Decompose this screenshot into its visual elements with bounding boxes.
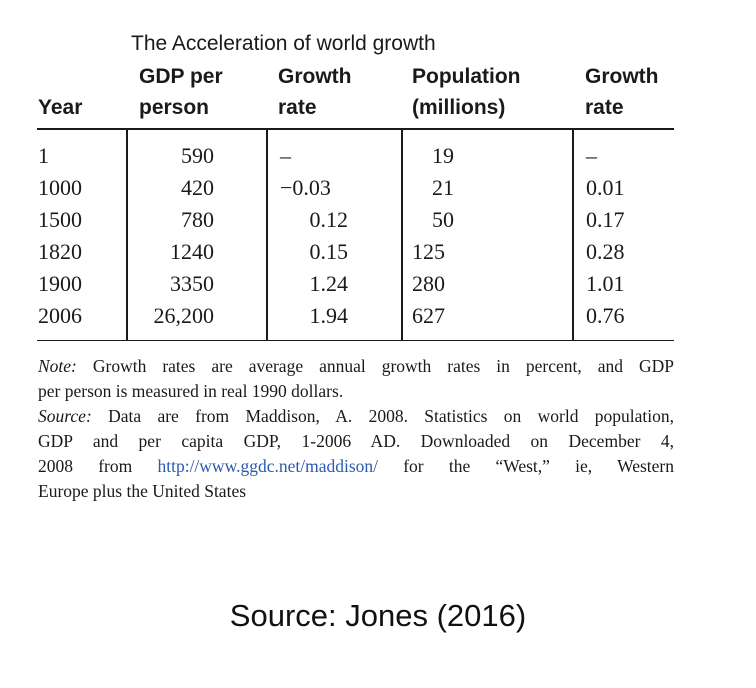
cell-gdp-growth: –: [280, 143, 291, 168]
header-population: Population (millions): [412, 61, 521, 123]
cell-gdp: 3350: [170, 271, 214, 296]
cell-population: 50: [432, 207, 454, 232]
cell-gdp-growth: 0.15: [309, 239, 349, 264]
slide-caption: Source: Jones (2016): [229, 598, 527, 633]
source-text-1: Data are from Maddison, A. 2008. Statist…: [91, 406, 674, 426]
cell-population: 125: [412, 239, 445, 264]
source-line-4: Europe plus the United States: [38, 481, 247, 501]
note-text-1: Growth rates are average annual growth r…: [76, 356, 674, 376]
cell-gdp-growth: 1.24: [309, 271, 349, 296]
header-year: Year: [38, 61, 82, 123]
header-year-line2: Year: [38, 96, 83, 119]
column-divider-1: [126, 130, 128, 340]
source-line-3: 2008 from http://www.ggdc.net/maddison/ …: [38, 454, 674, 479]
cell-year: 2006: [38, 303, 82, 328]
cell-pop-growth: –: [586, 143, 597, 168]
header-rule: [37, 128, 674, 130]
header-year-line1: [38, 61, 82, 92]
cell-population: 627: [412, 303, 445, 328]
cell-gdp: 26,200: [153, 303, 215, 328]
table-footnote: Note: Growth rates are average annual gr…: [38, 354, 674, 504]
header-gdp: GDP per person: [139, 61, 223, 123]
header-pop-growth: Growth rate: [585, 61, 659, 123]
cell-pop-growth: 0.28: [586, 239, 625, 264]
header-population-line2: (millions): [412, 96, 506, 119]
cell-population: 280: [412, 271, 445, 296]
note-line-1: Note: Growth rates are average annual gr…: [38, 354, 674, 379]
header-gdp-growth-line2: rate: [278, 96, 317, 119]
note-line-2: per person is measured in real 1990 doll…: [38, 381, 344, 401]
cell-gdp: 1240: [170, 239, 214, 264]
cell-gdp: 780: [181, 207, 214, 232]
header-gdp-growth: Growth rate: [278, 61, 352, 123]
cell-population: 19: [432, 143, 454, 168]
table-title: The Acceleration of world growth: [131, 32, 436, 55]
source-link[interactable]: http://www.ggdc.net/maddison/: [157, 456, 378, 476]
cell-gdp-growth: 0.12: [309, 207, 349, 232]
bottom-rule: [37, 340, 674, 341]
cell-gdp: 420: [181, 175, 214, 200]
header-pop-growth-line1: Growth: [585, 65, 659, 88]
cell-pop-growth: 1.01: [586, 271, 625, 296]
column-divider-3: [401, 130, 403, 340]
cell-year: 1900: [38, 271, 82, 296]
cell-gdp: 590: [181, 143, 214, 168]
source-line-2: GDP and per capita GDP, 1-2006 AD. Downl…: [38, 431, 674, 451]
note-label: Note:: [38, 356, 77, 376]
header-gdp-line2: person: [139, 96, 210, 119]
cell-population: 21: [432, 175, 454, 200]
cell-year: 1000: [38, 175, 82, 200]
cell-pop-growth: 0.01: [586, 175, 625, 200]
cell-gdp-growth: −0.03: [280, 175, 331, 200]
cell-year: 1: [38, 143, 49, 168]
header-population-line1: Population: [412, 65, 521, 88]
column-divider-2: [266, 130, 268, 340]
header-gdp-line1: GDP per: [139, 65, 223, 88]
source-line-1: Source: Data are from Maddison, A. 2008.…: [38, 404, 674, 429]
source-text-3b: for the “West,” ie, Western: [378, 456, 674, 476]
cell-year: 1500: [38, 207, 82, 232]
cell-pop-growth: 0.17: [586, 207, 625, 232]
source-label: Source:: [38, 406, 92, 426]
header-pop-growth-line2: rate: [585, 96, 624, 119]
source-text-3a: 2008 from: [38, 456, 158, 476]
cell-pop-growth: 0.76: [586, 303, 625, 328]
header-gdp-growth-line1: Growth: [278, 65, 352, 88]
cell-year: 1820: [38, 239, 82, 264]
cell-gdp-growth: 1.94: [309, 303, 349, 328]
column-divider-4: [572, 130, 574, 340]
